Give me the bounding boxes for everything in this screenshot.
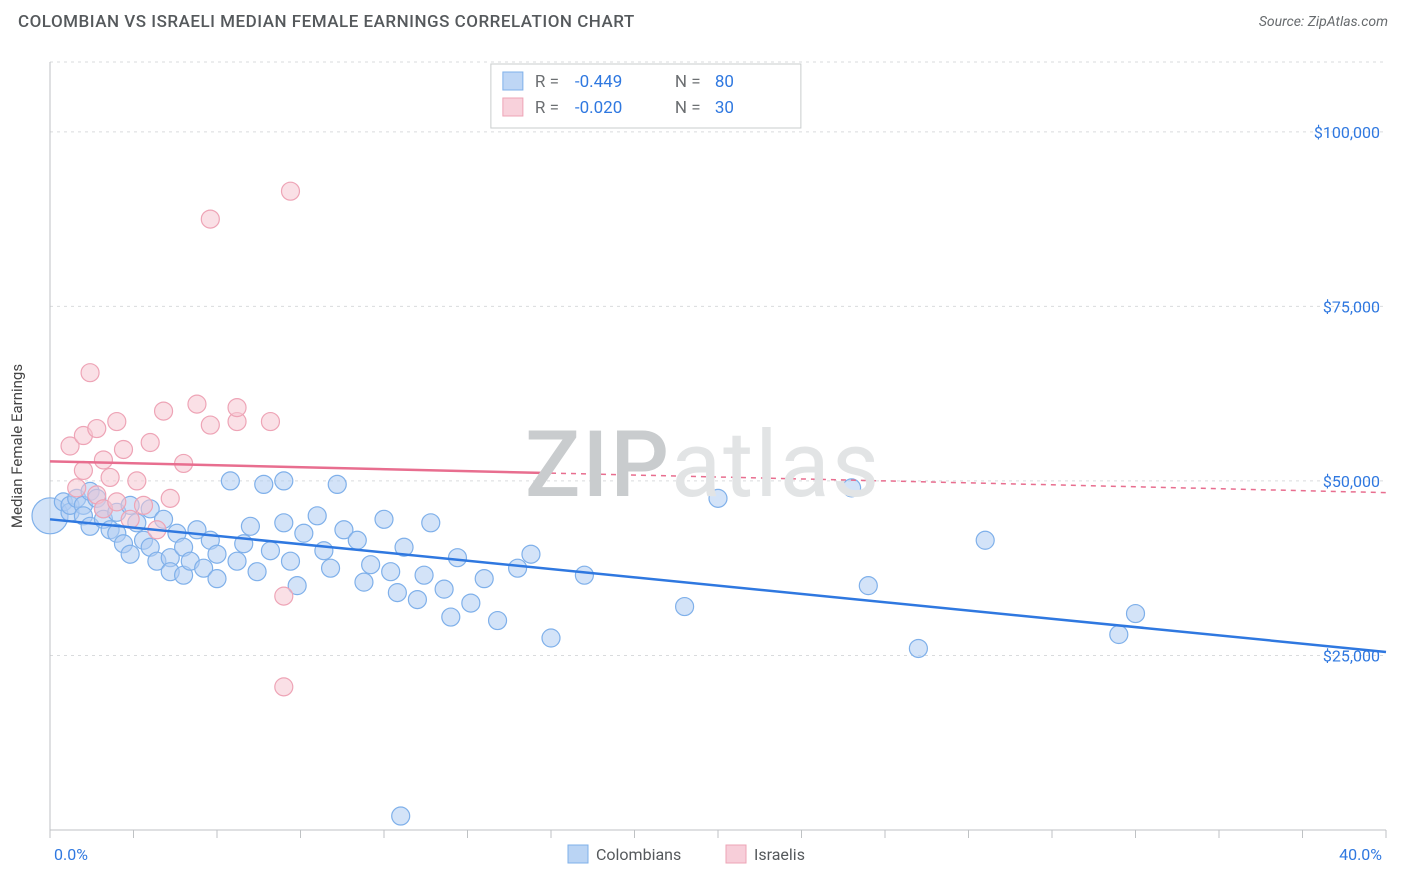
svg-text:N =: N =	[675, 98, 701, 118]
scatter-chart-svg: $25,000$50,000$75,000$100,0000.0%40.0%Me…	[0, 50, 1406, 892]
svg-text:0.0%: 0.0%	[54, 845, 88, 864]
svg-text:R =: R =	[535, 72, 559, 92]
svg-text:N =: N =	[675, 72, 701, 92]
svg-text:$75,000: $75,000	[1323, 297, 1380, 316]
svg-text:$100,000: $100,000	[1314, 123, 1380, 142]
svg-text:R =: R =	[535, 98, 559, 118]
svg-text:Median Female Earnings: Median Female Earnings	[8, 364, 26, 528]
svg-text:$50,000: $50,000	[1323, 472, 1380, 491]
svg-text:30: 30	[715, 98, 734, 118]
svg-text:-0.449: -0.449	[575, 72, 622, 92]
svg-text:-0.020: -0.020	[575, 98, 622, 118]
svg-text:Israelis: Israelis	[754, 845, 805, 864]
svg-text:40.0%: 40.0%	[1339, 845, 1382, 864]
svg-text:Colombians: Colombians	[596, 845, 681, 864]
svg-text:80: 80	[715, 72, 734, 92]
source-attribution: Source: ZipAtlas.com	[1259, 14, 1388, 30]
chart-title: COLOMBIAN VS ISRAELI MEDIAN FEMALE EARNI…	[18, 12, 635, 32]
chart-area: $25,000$50,000$75,000$100,0000.0%40.0%Me…	[0, 50, 1406, 892]
